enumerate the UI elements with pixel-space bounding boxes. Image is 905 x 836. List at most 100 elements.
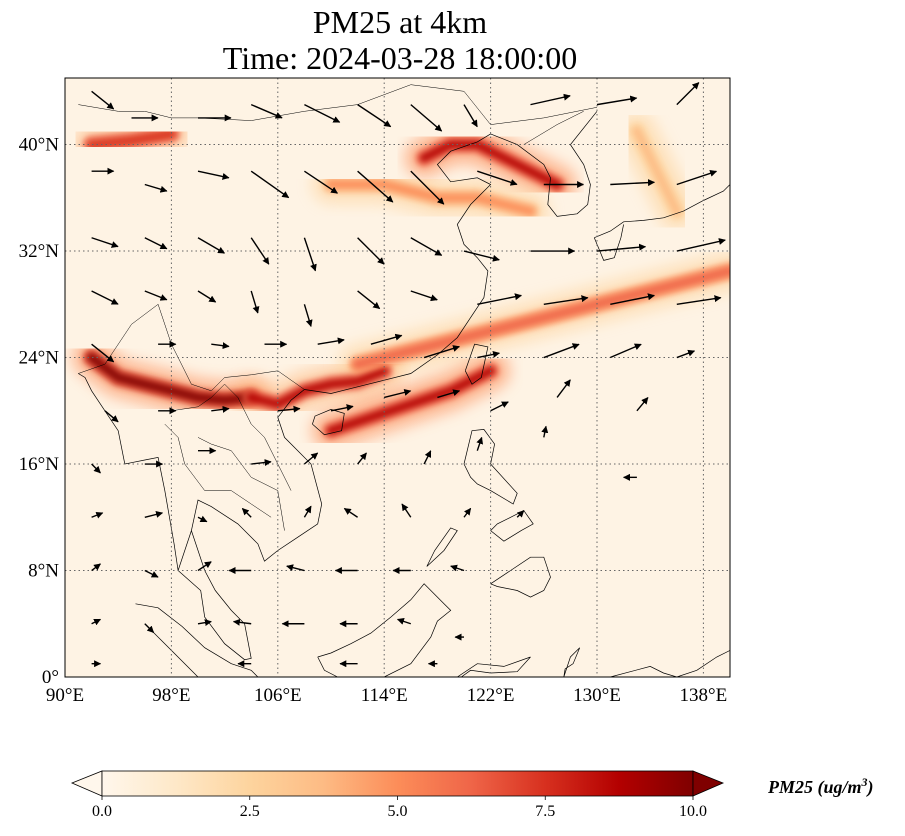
wind-arrow [304,170,338,194]
map-time: Time: 2024-03-28 18:00:00 [222,40,578,76]
country-border [523,111,584,145]
wind-arrow [410,170,445,205]
wind-arrow [410,237,443,256]
wind-arrow [343,507,358,518]
wind-arrow [463,104,478,128]
wind-arrow [197,619,212,627]
colorbar-tick-label: 0.0 [92,803,112,820]
colorbar-tick-label: 10.0 [679,803,707,820]
lat-tick-label: 40°N [19,135,60,156]
coastline-sulawesi-north [457,656,531,677]
map-frame [64,77,731,678]
wind-arrow [516,510,525,518]
wind-arrow [477,170,518,186]
colorbar-extend-min [70,770,103,797]
pm25-core-japan-sea-line [632,126,682,216]
wind-arrow [91,343,115,363]
coastline-palawan [426,527,458,567]
wind-arrow [396,618,412,625]
wind-arrow [91,563,101,572]
wind-arrow [401,503,412,518]
wind-arrow [251,459,272,466]
wind-arrow [463,250,500,262]
wind-arrow [304,103,341,123]
colorbar-label: PM25 (ug/m3) [767,775,874,798]
wind-arrow [211,405,230,413]
colorbar-body [101,770,694,797]
wind-arrow [232,618,252,626]
wind-arrow [636,397,649,412]
wind-arrow [384,388,412,399]
wind-arrow [676,169,718,186]
coastline-korea [490,111,598,217]
wind-arrow [197,290,217,303]
country-border [164,423,272,518]
wind-arrow [250,170,290,199]
wind-arrow [477,350,500,359]
coastline-indochina [78,373,323,571]
wind-vector-layer [91,82,726,668]
coastline-new-guinea-west [610,650,730,677]
colorbar: 0.0 2.5 5.0 7.5 10.0 PM25 (ug/m3) [70,770,874,820]
wind-arrow [610,179,655,187]
wind-arrow [676,349,696,359]
pm25-core-guangxi-vietnam [246,366,389,409]
wind-arrow [250,290,260,314]
wind-arrow [144,237,168,250]
wind-arrow [144,623,155,634]
wind-arrow [410,104,443,132]
wind-arrow [543,343,580,359]
pm25-core-east-china-band [353,266,730,369]
wind-arrow [197,561,212,572]
wind-arrow [423,450,432,465]
wind-arrow [104,410,119,423]
pm25-core-west-band [87,129,176,150]
coastline-layer [78,111,730,677]
wind-arrow [357,237,385,265]
colorbar-tick-label: 2.5 [240,803,260,820]
lon-tick-label: 114°E [361,685,408,706]
latitude-tick-labels: 0° 8°N 16°N 24°N 32°N 40°N [19,135,60,688]
coastline-mindanao [490,556,551,598]
map-title: PM25 at 4km [312,4,488,40]
coastline-visayas [490,510,534,542]
wind-arrow [543,295,589,305]
coastline-china-coast [304,133,492,394]
colorbar-tick-label: 7.5 [535,803,555,820]
lon-tick-label: 90°E [46,685,84,706]
wind-arrow [286,564,305,572]
wind-arrow [144,290,168,301]
wind-arrow [144,569,159,578]
wind-arrow [91,511,104,519]
coastline-luzon [463,429,518,505]
coastline-malay-peninsula [177,530,252,661]
lon-tick-label: 138°E [680,685,728,706]
wind-arrow [370,333,403,345]
country-border [78,303,305,392]
wind-arrow [303,505,312,518]
wind-arrow [91,90,115,110]
wind-arrow [303,237,317,272]
wind-arrow [437,389,461,399]
wind-arrow [530,93,571,106]
gridlines [65,78,730,677]
wind-arrow [610,293,655,305]
wind-arrow [676,82,700,106]
wind-arrow [144,183,168,193]
lat-tick-label: 16°N [19,454,60,475]
colorbar-extend-max [692,770,725,797]
wind-arrow [277,405,301,413]
lat-tick-label: 32°N [19,241,60,262]
wind-arrow [357,452,367,465]
wind-arrow [463,507,472,518]
wind-arrow [541,425,549,438]
coastline-japan-kyushu-south [593,224,624,261]
wind-arrow [477,293,522,305]
wind-arrow [330,404,354,412]
wind-arrow [423,345,460,359]
pm25-plume-layer [82,122,730,440]
wind-arrow [91,618,102,626]
wind-arrow [610,343,642,359]
lon-tick-label: 98°E [152,685,190,706]
